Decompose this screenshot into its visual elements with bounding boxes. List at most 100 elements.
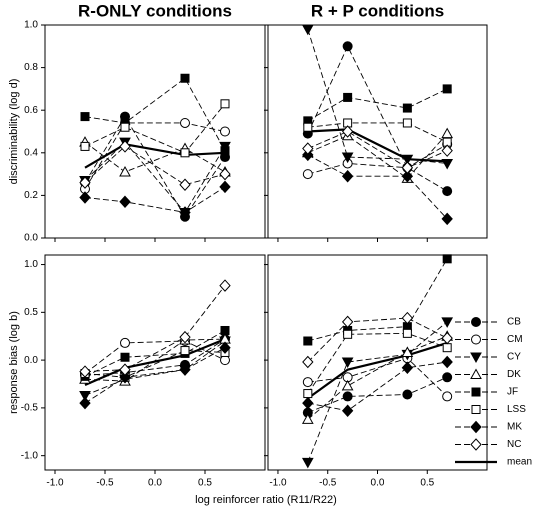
data-point xyxy=(119,371,131,384)
x-tick-label: 0.5 xyxy=(420,478,434,489)
data-point xyxy=(341,315,354,329)
data-point xyxy=(402,389,413,400)
series-line xyxy=(307,88,448,122)
legend-label: DK xyxy=(507,369,521,380)
series-line xyxy=(307,332,448,394)
legend-label: CM xyxy=(507,334,523,345)
series-line xyxy=(84,115,226,218)
plot-frame xyxy=(44,24,266,239)
series-line xyxy=(84,186,226,213)
data-point xyxy=(302,396,314,410)
data-point xyxy=(441,144,453,157)
y-tick-label: 1.0 xyxy=(24,259,38,270)
data-point xyxy=(302,377,313,388)
data-point xyxy=(341,379,354,391)
data-point xyxy=(341,169,354,183)
y-tick-label: 0.0 xyxy=(24,355,38,366)
series-line xyxy=(84,285,226,373)
data-point xyxy=(80,141,90,151)
panel-title: R + P conditions xyxy=(311,1,444,20)
data-point xyxy=(220,325,230,335)
legend-marker xyxy=(471,405,481,414)
data-point xyxy=(441,317,454,328)
y-tick-label: 1.0 xyxy=(24,20,38,31)
data-point xyxy=(180,73,190,83)
data-point xyxy=(301,413,314,424)
data-point xyxy=(219,167,231,181)
series-line xyxy=(307,335,448,420)
series-line xyxy=(84,347,226,404)
plot-frame xyxy=(267,24,488,239)
series-line xyxy=(84,103,226,154)
data-point xyxy=(302,169,313,180)
data-point xyxy=(341,357,354,369)
series-line xyxy=(307,130,448,169)
data-point xyxy=(401,161,414,174)
legend-label: LSS xyxy=(507,404,526,415)
legend-marker xyxy=(471,334,481,345)
data-point xyxy=(302,148,314,162)
series-line xyxy=(307,128,448,163)
data-point xyxy=(441,158,454,170)
series-line xyxy=(84,340,226,374)
data-point xyxy=(119,165,131,177)
y-axis-label: discriminability (log d) xyxy=(8,79,20,185)
series-line xyxy=(307,321,448,463)
series-line xyxy=(84,141,226,173)
series-line xyxy=(307,341,448,400)
data-point xyxy=(341,152,354,164)
series-line xyxy=(84,145,226,186)
series-line xyxy=(307,317,448,363)
data-point xyxy=(179,363,191,376)
data-point xyxy=(180,148,190,158)
y-tick-label: -1.0 xyxy=(21,450,39,461)
series-line xyxy=(307,143,448,175)
data-point xyxy=(180,346,190,356)
data-point xyxy=(302,142,314,155)
series-line xyxy=(84,340,226,396)
legend-label: JF xyxy=(507,387,518,398)
data-point xyxy=(303,389,313,399)
series-line xyxy=(307,376,448,414)
series-line xyxy=(307,29,448,164)
legend-marker xyxy=(471,387,481,397)
series-line xyxy=(307,133,448,179)
data-point xyxy=(401,311,414,325)
series-line xyxy=(84,338,226,386)
data-point xyxy=(301,457,314,469)
data-point xyxy=(120,337,130,348)
data-point xyxy=(120,122,130,132)
data-point xyxy=(401,169,414,183)
legend-marker xyxy=(470,420,482,434)
x-tick-label: -0.5 xyxy=(96,478,114,489)
data-point xyxy=(442,84,452,94)
data-point xyxy=(80,112,90,122)
data-point xyxy=(342,41,353,52)
series-line xyxy=(307,45,448,192)
y-tick-label: 0.4 xyxy=(24,147,38,158)
series-line xyxy=(84,338,226,376)
data-point xyxy=(79,176,91,189)
data-point xyxy=(341,404,354,417)
series-line xyxy=(84,143,226,169)
x-axis-label: log reinforcer ratio (R11/R22) xyxy=(195,494,337,506)
series-line xyxy=(84,330,226,377)
data-point xyxy=(442,343,452,353)
data-point xyxy=(79,365,91,378)
data-point xyxy=(179,330,191,344)
data-point xyxy=(220,126,230,137)
x-tick-label: -1.0 xyxy=(46,478,64,489)
x-tick-label: -0.5 xyxy=(319,478,337,489)
legend-marker xyxy=(470,368,482,379)
x-tick-label: 0.0 xyxy=(148,478,162,489)
data-point xyxy=(79,191,91,204)
y-tick-label: 0.8 xyxy=(24,62,38,73)
x-tick-label: -1.0 xyxy=(269,478,287,489)
y-tick-label: 0.6 xyxy=(24,105,38,116)
y-axis-label: response bias (log b) xyxy=(8,311,20,414)
data-point xyxy=(119,195,131,209)
data-point xyxy=(79,396,91,410)
series-line xyxy=(307,154,448,220)
data-point xyxy=(402,118,412,128)
